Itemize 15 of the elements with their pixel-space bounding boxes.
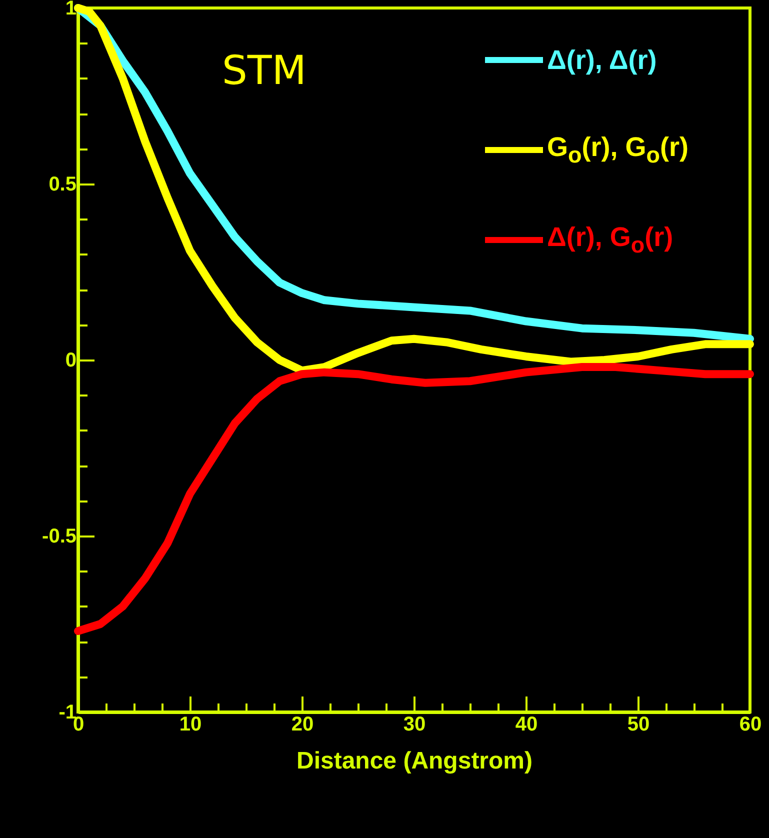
y-tick-label: 1 (65, 0, 76, 20)
x-tick-label: 30 (403, 714, 426, 736)
x-tick-label: 10 (179, 714, 202, 736)
legend-label: Δ(r), Δ(r) (547, 44, 657, 76)
x-axis-title: Distance (Angstrom) (296, 748, 533, 774)
annotation: STM (222, 48, 306, 94)
x-tick-label: 60 (739, 714, 762, 736)
legend-label: G$_{o}$(r), G$_{o}$(r) (547, 132, 689, 168)
x-tick-label: 20 (291, 714, 314, 736)
legend-label: Δ(r), G$_{o}$(r) (547, 222, 674, 258)
y-tick-label: 0.5 (48, 174, 76, 196)
y-tick-label: -0.5 (42, 526, 76, 548)
x-tick-label: 50 (627, 714, 650, 736)
y-tick-label: 0 (65, 350, 76, 372)
x-tick-label: 40 (515, 714, 538, 736)
